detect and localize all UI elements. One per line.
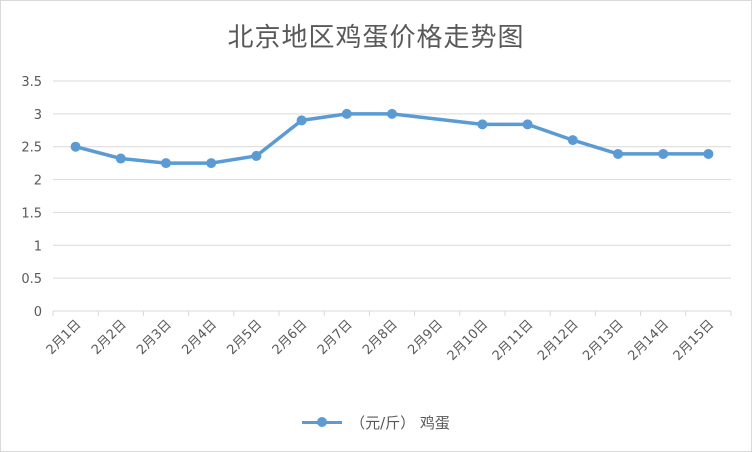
data-point [341, 108, 352, 119]
data-point [251, 150, 262, 161]
x-tick-label: 2月2日 [89, 317, 130, 358]
y-tick-label: 0.5 [21, 272, 42, 287]
x-tick-label: 2月1日 [44, 317, 85, 358]
data-point [161, 158, 171, 169]
series-line [73, 112, 711, 165]
x-tick-label: 2月12日 [535, 317, 582, 364]
x-tick-label: 2月8日 [360, 317, 401, 358]
data-point [703, 148, 714, 159]
y-axis-ticks: 0 0.5 1 1.5 2 2.5 3 3.5 [21, 75, 42, 320]
y-tick-label: 0 [34, 305, 42, 320]
x-axis-ticks: 2月1日 2月2日 2月3日 2月4日 2月5日 2月6日 2月7日 2月8日 2月9日2月10… [44, 317, 717, 364]
x-axis [52, 310, 732, 316]
data-point [387, 108, 397, 119]
data-point [296, 115, 307, 126]
x-tick-label: 2月14日 [625, 317, 672, 364]
y-tick-label: 3 [34, 108, 42, 123]
y-tick-label: 1.5 [21, 206, 42, 221]
x-tick-label: 2月9日 [405, 317, 446, 358]
data-point [522, 119, 533, 130]
data-point [115, 153, 126, 164]
y-tick-label: 1 [34, 239, 42, 254]
data-point [206, 158, 217, 169]
x-tick-label: 2月7日 [315, 317, 356, 358]
series-layer [70, 108, 714, 169]
x-tick-label: 2月13日 [580, 317, 627, 364]
x-tick-label: 2月10日 [445, 317, 492, 364]
chart-title: 北京地区鸡蛋价格走势图 [227, 23, 525, 53]
x-tick-label: 2月4日 [179, 317, 220, 358]
legend: （元/斤） 鸡蛋 [1, 409, 751, 435]
x-tick-label: 2月11日 [490, 317, 537, 364]
x-tick-label: 2月6日 [270, 317, 311, 358]
legend-marker [317, 417, 328, 427]
data-point [658, 148, 669, 159]
y-tick-label: 2 [34, 174, 42, 189]
x-tick-label: 2月15日 [671, 317, 718, 364]
y-tick-label: 3.5 [21, 75, 42, 90]
data-point [477, 119, 488, 130]
x-tick-label: 2月3日 [134, 317, 175, 358]
legend-swatch [302, 416, 343, 428]
data-point [70, 141, 81, 152]
legend-label: （元/斤） 鸡蛋 [350, 413, 450, 432]
data-point [567, 135, 578, 146]
data-point [613, 148, 623, 159]
y-tick-label: 2.5 [21, 141, 42, 156]
x-tick-label: 2月5日 [225, 317, 266, 358]
